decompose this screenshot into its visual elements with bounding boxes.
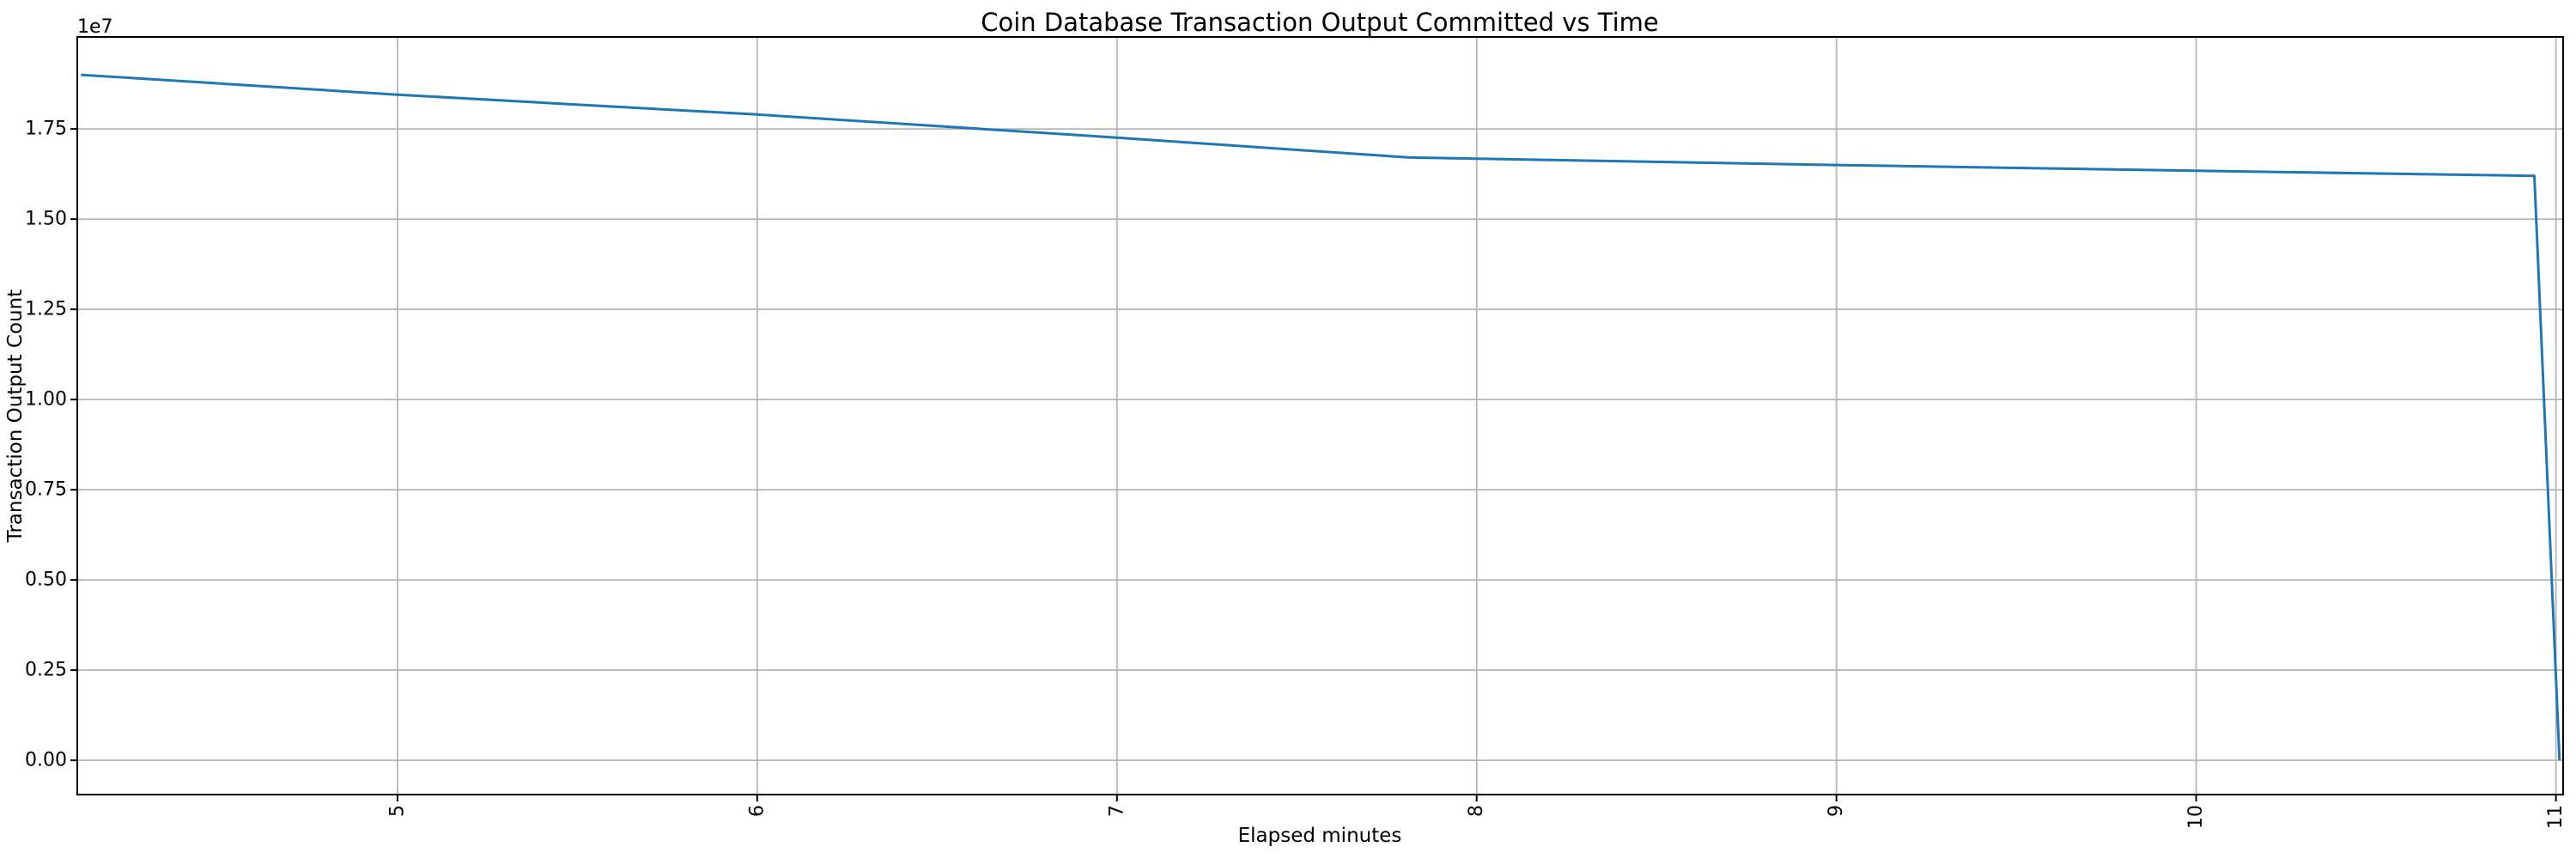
y-tick-label: 1.50 [25,209,67,230]
x-tick-label: 7 [1106,805,1127,817]
y-tick-label: 1.00 [25,389,67,411]
y-tick-label: 0.00 [25,750,67,771]
x-tick-label: 6 [746,805,768,817]
x-tick-label: 9 [1826,805,1847,817]
data-line-transaction-output-count [81,73,2561,761]
y-tick-label: 0.75 [25,479,67,501]
x-axis-label: Elapsed minutes [1238,825,1402,847]
x-tick-label: 10 [2185,805,2207,829]
x-tick-label: 8 [1466,805,1487,817]
series-layer [81,73,2561,761]
x-tick-label: 11 [2545,805,2567,829]
y-tick-label: 1.75 [25,119,67,140]
y-tick-label: 1.25 [25,299,67,320]
tick-layer: 5 6 7 8 9 10 11 0.00 0.25 0.50 0.75 1.00 1.25 1.50 1.7… [25,119,2567,829]
axes-spines [76,36,2564,795]
y-tick-label: 0.25 [25,660,67,681]
y-axis-label: Transaction Output Count [4,289,27,543]
plot-border [76,36,2564,795]
y-axis-offset-label: 1e7 [77,16,113,38]
grid-layer [77,37,2563,795]
x-tick-label: 5 [386,805,408,817]
chart-title: Coin Database Transaction Output Committ… [981,8,1659,37]
y-tick-label: 0.50 [25,570,67,591]
